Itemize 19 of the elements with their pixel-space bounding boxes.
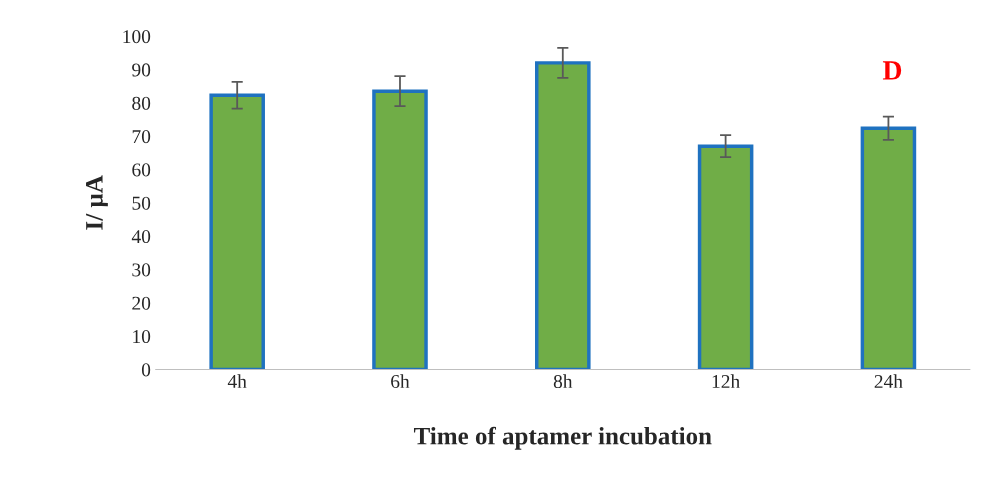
y-tick-label: 100	[123, 30, 151, 44]
x-tick-label: 4h	[227, 374, 247, 388]
y-tick-label: 80	[132, 96, 151, 110]
y-tick-label: 90	[132, 63, 151, 77]
x-axis-title: Time of aptamer incubation	[413, 426, 712, 450]
x-tick-label: 12h	[712, 374, 740, 388]
y-axis-title: I/ µA	[86, 175, 108, 230]
annotation: D	[882, 61, 902, 80]
x-tick-label: 24h	[874, 374, 903, 388]
y-tick-label: 10	[133, 329, 151, 344]
y-tick-label: 50	[132, 196, 151, 210]
x-tick-label: 6h	[391, 374, 410, 389]
y-tick-label: 20	[132, 296, 151, 310]
y-tick-label: 30	[132, 263, 151, 277]
x-tick-label: 8h	[553, 374, 573, 389]
y-tick-label: 0	[141, 363, 151, 377]
y-tick-label: 60	[132, 163, 151, 177]
y-tick-label: 70	[132, 130, 151, 144]
y-tick-label: 40	[131, 230, 151, 244]
